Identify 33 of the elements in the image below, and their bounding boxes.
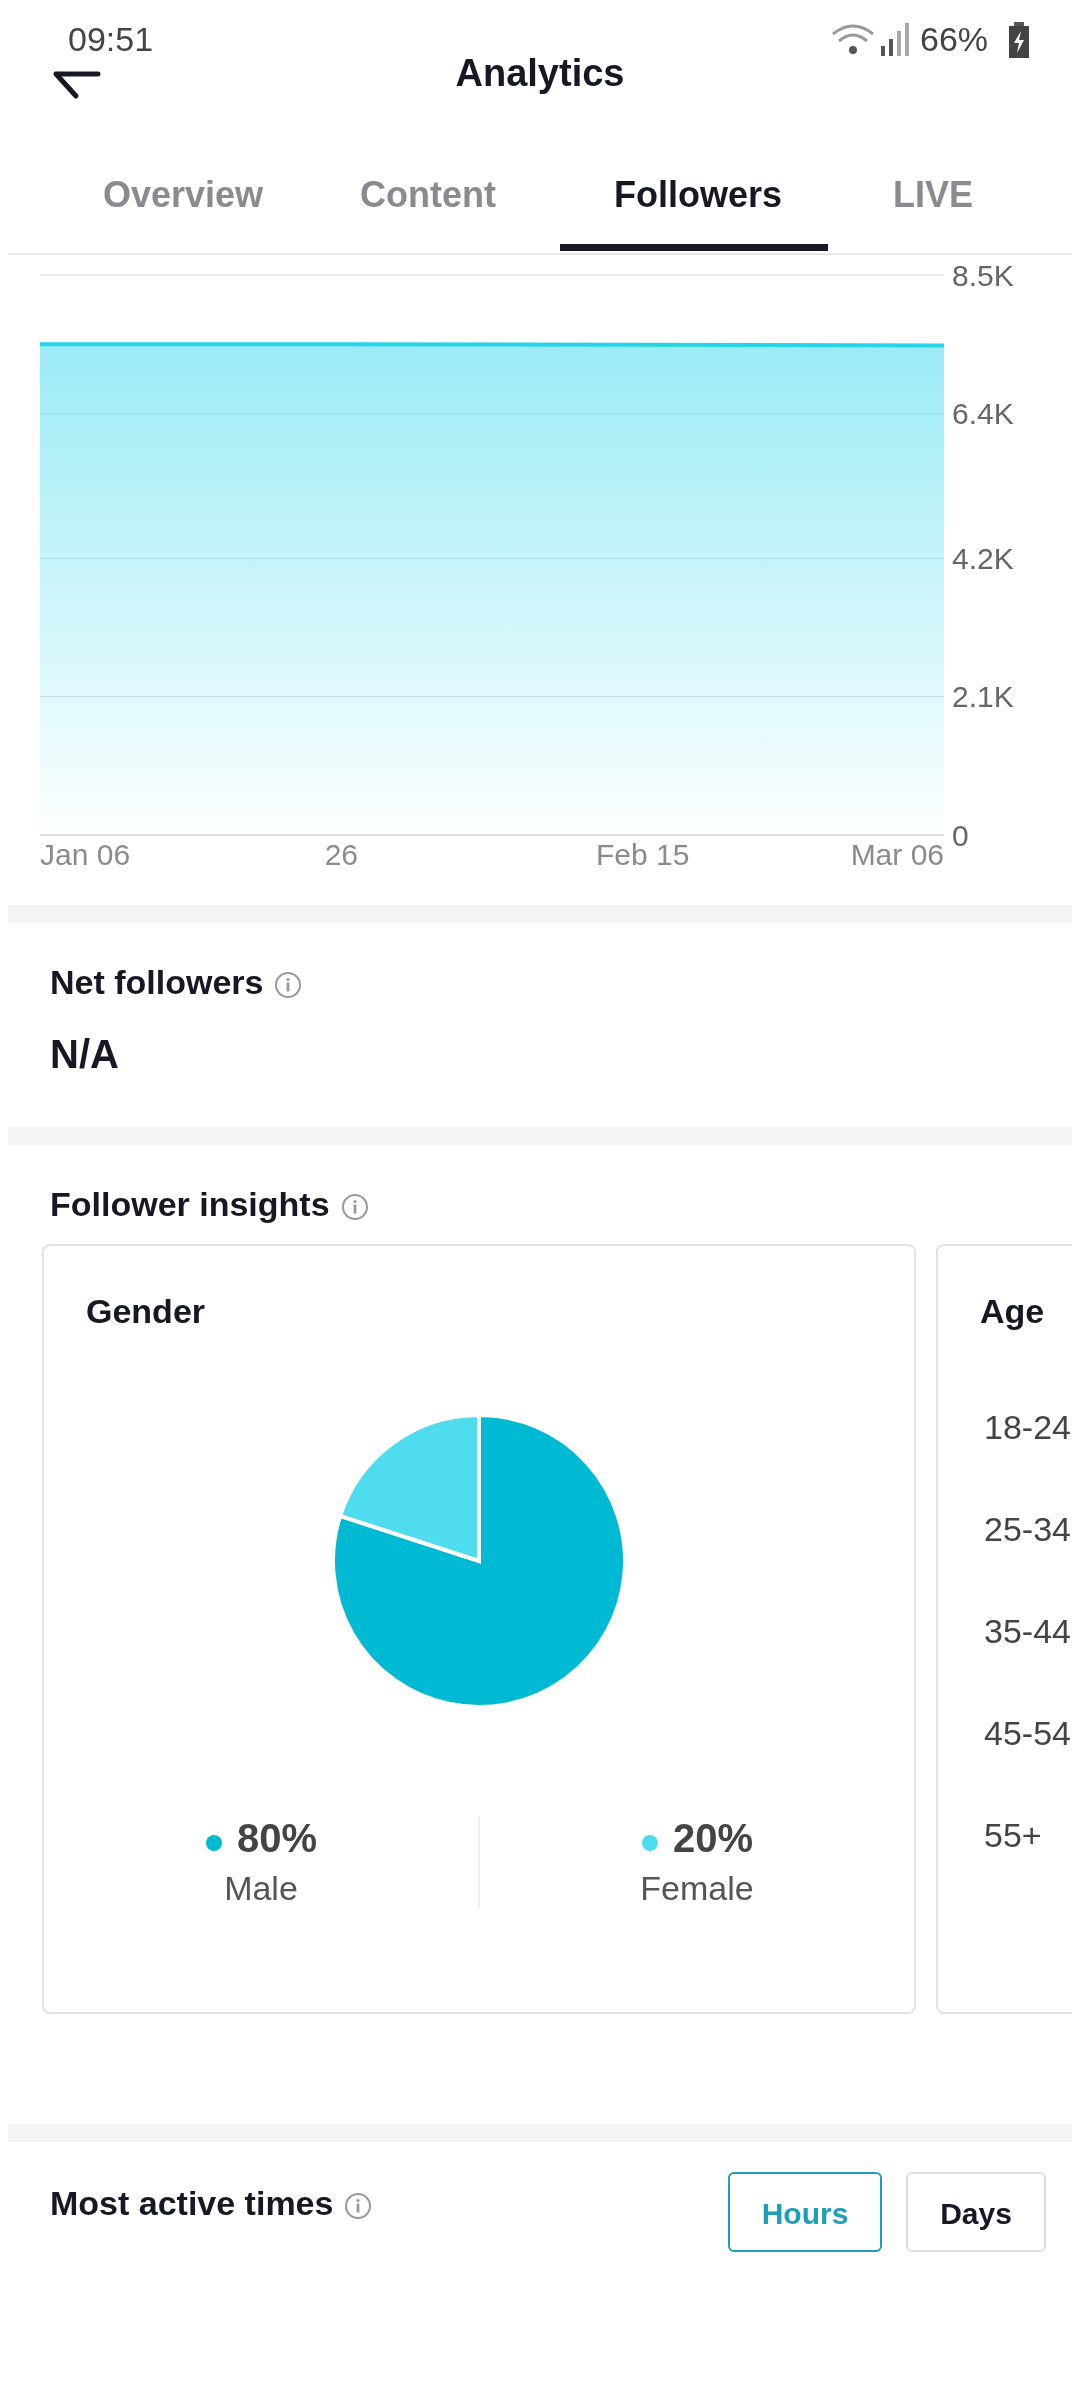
data-label: 80% (235, 1816, 319, 1861)
x-tick-label: Feb 15 (595, 838, 690, 871)
text: 35-44 (984, 1612, 1071, 1651)
y-tick-label: 8.5K (952, 258, 1014, 292)
y-tick-label: 6.4K (952, 397, 1014, 430)
text: 45-54 (984, 1714, 1071, 1753)
text: 09:51 (68, 20, 154, 59)
x-tick-label: Mar 06 (850, 838, 944, 871)
text: LIVE (892, 174, 974, 216)
text: Most active times (50, 2184, 335, 2223)
text: Followers (613, 174, 783, 216)
text: Analytics (455, 52, 625, 94)
text: Content (359, 174, 497, 216)
text: Overview (101, 174, 265, 216)
legend-label: Female (639, 1869, 755, 1908)
text: Net followers (50, 963, 265, 1002)
chart-title: Gender (86, 1292, 206, 1331)
text: 55+ (984, 1816, 1042, 1855)
text: N/A (50, 1032, 120, 1077)
y-tick-label: 4.2K (952, 541, 1014, 575)
text: Age (980, 1292, 1045, 1331)
y-tick-label: 2.1K (952, 680, 1014, 714)
text: 25-34 (984, 1510, 1071, 1549)
legend-label: Male (223, 1869, 299, 1908)
text: Days (906, 2172, 1046, 2252)
text: Follower insights (50, 1185, 331, 1224)
y-tick-label: 0 (952, 818, 969, 852)
text: Hours (728, 2172, 882, 2252)
x-tick-label: 26 (324, 838, 359, 871)
x-tick-label: Jan 06 (40, 838, 131, 871)
text: 66% (920, 20, 989, 59)
data-label: 20% (671, 1816, 755, 1861)
text: 18-24 (984, 1408, 1071, 1447)
